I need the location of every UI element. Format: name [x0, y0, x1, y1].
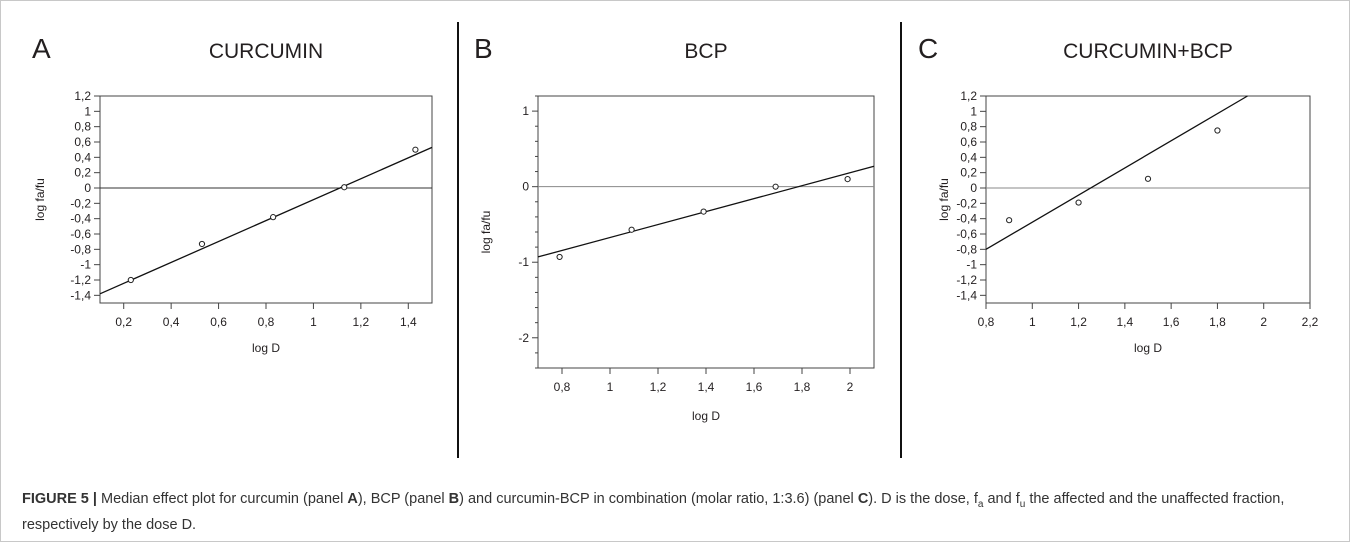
- panel-a-y-tick-label: 1: [84, 104, 91, 118]
- panel-b-x-tick-label: 1,2: [650, 380, 667, 394]
- panel-c-x-axis-label: log D: [1134, 341, 1162, 355]
- caption-panel-b: B: [448, 491, 460, 507]
- panel-c-x-tick-label: 1,4: [1117, 315, 1134, 329]
- panel-a-data-point: [198, 240, 206, 248]
- panel-c-y-tick-label: 1: [970, 104, 977, 118]
- panel-a-data-point: [270, 214, 277, 221]
- caption-panel-a: A: [347, 491, 358, 507]
- panel-b-x-tick-label: 2: [847, 380, 854, 394]
- panel-c-y-tick-label: 0,6: [960, 135, 977, 149]
- panel-c-x-tick-label: 1,6: [1163, 315, 1180, 329]
- panel-b-x-tick-label: 1: [607, 380, 614, 394]
- panel-a-y-tick-label: -0,8: [70, 242, 91, 256]
- panel-a-y-tick-label: 0,4: [74, 150, 91, 164]
- panel-a-data-point: [412, 146, 419, 153]
- panel-b-title: BCP: [684, 40, 727, 63]
- panel-b-y-tick-label: -1: [518, 255, 529, 269]
- panel-a-data-point: [341, 184, 348, 191]
- panel-c-x-tick-label: 0,8: [978, 315, 995, 329]
- panel-b-y-tick-label: 1: [522, 104, 529, 118]
- panel-a-x-tick-label: 1,4: [400, 315, 417, 329]
- panel-a-x-tick-label: 0,4: [163, 315, 180, 329]
- panel-c-x-tick-label: 1: [1029, 315, 1036, 329]
- panel-c-x-tick-label: 2: [1260, 315, 1267, 329]
- panel-a-y-axis-label: log fa/fu: [33, 178, 47, 221]
- panel-c-y-tick-label: 1,2: [960, 89, 977, 103]
- panel-a-y-tick-label: -1: [80, 258, 91, 272]
- panel-c-y-tick-label: -1,2: [956, 273, 977, 287]
- panel-c-plot-frame: [985, 95, 1311, 304]
- panel-c-y-tick-label: -0,4: [956, 212, 977, 226]
- panel-a-y-tick-label: 0,2: [74, 166, 91, 180]
- caption-sub-a: a: [977, 498, 984, 510]
- panel-a-x-tick-label: 1,2: [353, 315, 370, 329]
- panel-b-y-axis-label: log fa/fu: [479, 211, 493, 254]
- figure-caption: FIGURE 5 | Median effect plot for curcum…: [22, 489, 1322, 536]
- panel-c-data-point: [1144, 175, 1152, 182]
- panel-b-data-point: [628, 226, 635, 233]
- panel-a-x-tick-label: 0,8: [258, 315, 275, 329]
- panel-a-x-tick-label: 1: [310, 315, 317, 329]
- panel-c-y-tick-label: -1: [966, 258, 977, 272]
- panel-a-x-tick-label: 0,6: [210, 315, 227, 329]
- panel-c-y-tick-label: -1,4: [956, 288, 977, 302]
- panel-b-data-point: [700, 208, 707, 215]
- panel-b-x-tick-label: 0,8: [554, 380, 571, 394]
- panel-c-data-point: [1006, 217, 1013, 224]
- panel-a-y-tick-label: 0,6: [74, 135, 91, 149]
- caption-text-1: Median effect plot for curcumin (panel: [96, 491, 348, 507]
- panel-b-letter: B: [474, 33, 493, 64]
- panel-a-x-tick-label: 0,2: [115, 315, 132, 329]
- panel-a-y-tick-label: 0: [84, 181, 91, 195]
- caption-sub-u: u: [1019, 498, 1026, 510]
- caption-text-6: the affected and the unaffected fraction…: [22, 491, 1285, 533]
- panel-c-title: CURCUMIN+BCP: [1063, 40, 1233, 63]
- panel-b-data-point: [772, 183, 779, 190]
- caption-text-4: ). D is the dose, f: [868, 491, 978, 507]
- panel-c-y-tick-label: 0,8: [960, 120, 977, 134]
- panel-c-y-axis-label: log fa/fu: [937, 178, 951, 221]
- panel-c-fit-line: [985, 95, 1248, 250]
- panel-c-data-point: [1214, 127, 1221, 134]
- figure-panels: A CURCUMIN1,210,80,60,40,20-0,2-0,4-0,6-0…: [32, 22, 1319, 458]
- caption-text-2: ), BCP (panel: [357, 491, 449, 507]
- panel-c-x-tick-label: 2,2: [1302, 315, 1319, 329]
- panel-c-letter: C: [918, 33, 938, 64]
- panel-c-data-point: [1075, 199, 1082, 206]
- panel-b-x-tick-label: 1,6: [746, 380, 763, 394]
- panel-a-y-tick-label: -1,4: [70, 288, 91, 302]
- panel-b-data-point: [556, 253, 563, 261]
- panel-b-data-point: [844, 176, 851, 183]
- panel-b-plot-frame: [537, 95, 875, 369]
- panel-a-data-point: [127, 276, 134, 284]
- panel-a-y-tick-label: 1,2: [74, 89, 91, 103]
- panel-b-y-tick-label: -2: [518, 331, 529, 345]
- panel-a-title: CURCUMIN: [209, 40, 323, 63]
- panel-b-x-tick-label: 1,8: [794, 380, 811, 394]
- panel-b-x-axis-label: log D: [692, 409, 720, 423]
- panel-a-y-tick-label: -0,4: [70, 212, 91, 226]
- panel-c-y-tick-label: 0: [970, 181, 977, 195]
- panel-c-y-tick-label: -0,8: [956, 242, 977, 256]
- caption-panel-c: C: [857, 491, 869, 507]
- panel-a-x-axis-label: log D: [252, 341, 280, 355]
- panel-c-x-tick-label: 1,2: [1070, 315, 1087, 329]
- panel-c-x-tick-label: 1,8: [1209, 315, 1226, 329]
- caption-text-3: ) and curcumin-BCP in combination (molar…: [459, 491, 858, 507]
- panel-a-y-tick-label: 0,8: [74, 120, 91, 134]
- panel-b-y-tick-label: 0: [522, 180, 529, 194]
- panel-b-x-tick-label: 1,4: [698, 380, 715, 394]
- caption-lead: FIGURE 5 |: [22, 491, 97, 507]
- panel-c-y-tick-label: -0,6: [956, 227, 977, 241]
- panel-a-y-tick-label: -1,2: [70, 273, 91, 287]
- panel-a-y-tick-label: -0,2: [70, 196, 91, 210]
- panel-c-y-tick-label: 0,4: [960, 150, 977, 164]
- panel-c-y-tick-label: 0,2: [960, 166, 977, 180]
- caption-text-5: and f: [983, 491, 1020, 507]
- panel-c-y-tick-label: -0,2: [956, 196, 977, 210]
- panel-a-y-tick-label: -0,6: [70, 227, 91, 241]
- panel-a-fit-line: [99, 146, 433, 295]
- panel-a-letter: A: [32, 33, 51, 64]
